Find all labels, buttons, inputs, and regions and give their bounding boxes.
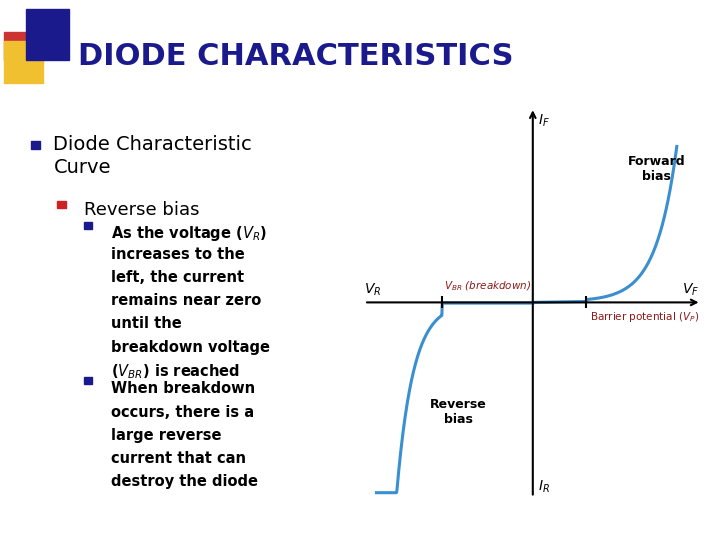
Bar — [4, 42, 43, 83]
Text: As the voltage ($V_R$): As the voltage ($V_R$) — [111, 224, 266, 242]
Text: Reverse
bias: Reverse bias — [431, 398, 487, 426]
Bar — [26, 9, 69, 60]
Text: $I_R$: $I_R$ — [538, 478, 549, 495]
Text: When breakdown: When breakdown — [111, 381, 255, 396]
Bar — [30, 141, 40, 149]
Bar — [84, 222, 91, 229]
Text: remains near zero: remains near zero — [111, 293, 261, 308]
Text: current that can: current that can — [111, 451, 246, 466]
Text: Barrier potential ($V_P$): Barrier potential ($V_P$) — [590, 310, 700, 325]
Text: ($V_{BR}$) is reached: ($V_{BR}$) is reached — [111, 363, 240, 381]
Text: left, the current: left, the current — [111, 270, 244, 285]
Text: until the: until the — [111, 316, 181, 332]
Text: $I_F$: $I_F$ — [538, 112, 549, 129]
Text: DIODE CHARACTERISTICS: DIODE CHARACTERISTICS — [78, 43, 514, 71]
Bar — [84, 377, 91, 383]
Text: increases to the: increases to the — [111, 247, 244, 262]
Text: Forward
bias: Forward bias — [627, 155, 685, 183]
Text: Reverse bias: Reverse bias — [84, 201, 199, 219]
Text: Diode Characteristic
Curve: Diode Characteristic Curve — [53, 134, 252, 177]
Text: $V_{BR}$ (breakdown): $V_{BR}$ (breakdown) — [444, 279, 531, 293]
Text: destroy the diode: destroy the diode — [111, 474, 258, 489]
Bar — [58, 201, 66, 208]
Text: large reverse: large reverse — [111, 428, 221, 443]
Text: $V_F$: $V_F$ — [683, 282, 699, 298]
Bar — [4, 32, 30, 60]
Text: breakdown voltage: breakdown voltage — [111, 340, 270, 355]
Text: $V_R$: $V_R$ — [364, 282, 382, 298]
Text: occurs, there is a: occurs, there is a — [111, 404, 253, 420]
